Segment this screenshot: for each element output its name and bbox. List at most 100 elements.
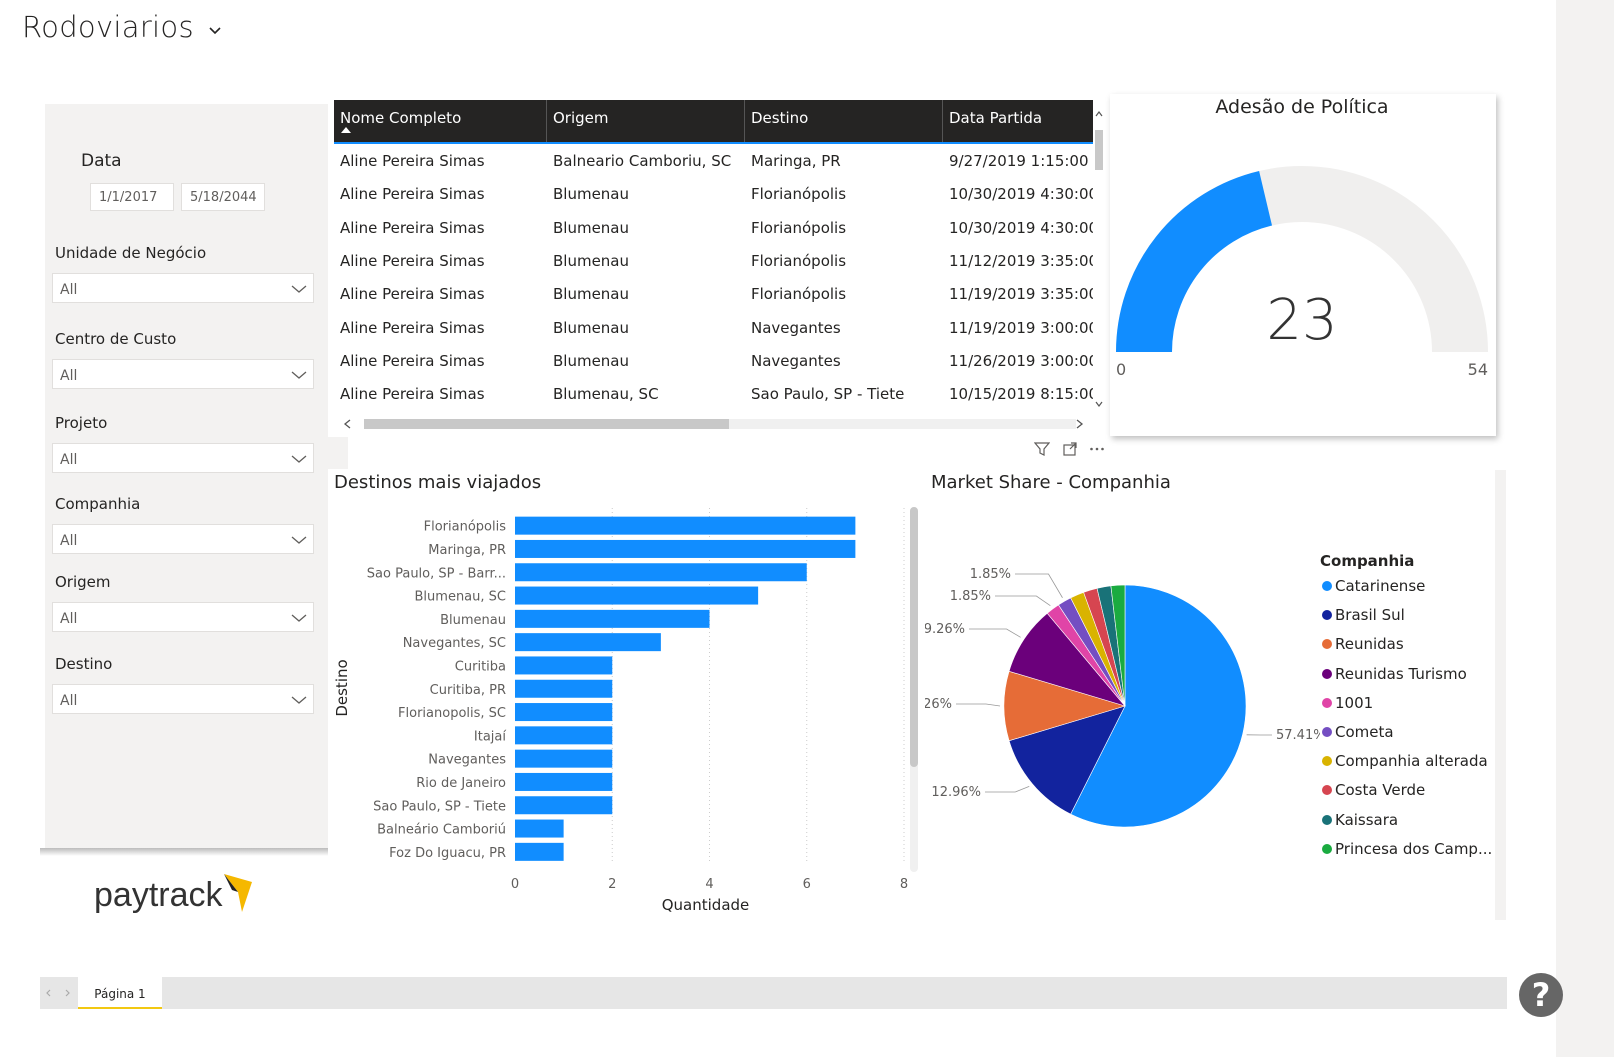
- filter-panel: [45, 104, 328, 848]
- company-dropdown[interactable]: All: [52, 524, 314, 554]
- leader-line: [985, 785, 1030, 793]
- legend-label: Kaissara: [1335, 810, 1399, 829]
- date-slicer-label: Data: [81, 151, 122, 171]
- column-header[interactable]: Nome Completo: [334, 100, 547, 143]
- project-slicer-label: Projeto: [55, 414, 108, 432]
- x-tick-label: 0: [511, 877, 519, 892]
- legend-item[interactable]: Reunidas: [1322, 635, 1404, 653]
- table-cell: 10/30/2019 4:30:00 AM: [949, 185, 1093, 204]
- gauge-card[interactable]: Adesão de Política 23 0 54: [1110, 94, 1496, 436]
- category-label: Navegantes: [428, 753, 506, 768]
- destination-dropdown[interactable]: All: [52, 684, 314, 714]
- scroll-left-icon[interactable]: [340, 418, 356, 430]
- report-title[interactable]: Rodoviarios: [22, 10, 194, 44]
- bar[interactable]: [515, 819, 564, 838]
- bar[interactable]: [515, 539, 856, 558]
- category-label: Florianopolis, SC: [398, 706, 506, 721]
- legend-marker: [1322, 814, 1332, 825]
- pie-chart[interactable]: 57.41% 12.96% 9.26% 9.26% 1.85% 1.85%: [925, 500, 1320, 910]
- page-scrollbar[interactable]: [1556, 0, 1614, 1057]
- table-vertical-scrollbar[interactable]: [1093, 100, 1105, 412]
- bar[interactable]: [515, 679, 613, 698]
- x-tick-label: 6: [803, 877, 811, 892]
- legend-marker: [1322, 843, 1332, 854]
- pie-slice[interactable]: [1008, 705, 1126, 815]
- legend-item[interactable]: Catarinense: [1322, 577, 1425, 595]
- category-label: Itajaí: [474, 729, 506, 744]
- bar-chart[interactable]: 0 2 4 6 8 Florianópolis Maringa, PR Sao Paulo, …: [330, 500, 910, 920]
- help-button[interactable]: ?: [1519, 973, 1563, 1017]
- dropdown-value: All: [60, 368, 78, 384]
- header-underline: [334, 142, 1093, 144]
- table-row[interactable]: Aline Pereira Simas Blumenau Navegantes 11/…: [334, 344, 1093, 377]
- date-end-input[interactable]: 5/18/2044: [181, 183, 265, 211]
- focus-mode-icon[interactable]: [1062, 441, 1078, 457]
- table-cell: Blumenau: [553, 251, 630, 270]
- legend-item[interactable]: Cometa: [1322, 723, 1394, 741]
- table-horizontal-scroll-thumb[interactable]: [364, 419, 729, 429]
- bar[interactable]: [515, 633, 661, 652]
- bar[interactable]: [515, 703, 613, 722]
- bar[interactable]: [515, 586, 759, 605]
- table-row[interactable]: Aline Pereira Simas Blumenau Navegantes 11/…: [334, 311, 1093, 344]
- table-cell: Aline Pereira Simas: [340, 152, 485, 170]
- table-row[interactable]: Aline Pereira Simas Balneario Camboriu, S…: [334, 144, 1093, 177]
- bar[interactable]: [515, 842, 564, 861]
- bar[interactable]: [515, 609, 710, 628]
- legend-item[interactable]: 1001: [1322, 694, 1373, 712]
- paytrack-logo: paytrack: [94, 874, 252, 914]
- category-label: Sao Paulo, SP - Barr...: [367, 566, 506, 581]
- legend-item[interactable]: Costa Verde: [1322, 781, 1425, 799]
- pie-slice[interactable]: [1070, 584, 1247, 828]
- bar-chart-scroll-thumb[interactable]: [910, 507, 918, 767]
- business-unit-dropdown[interactable]: All: [52, 273, 314, 303]
- legend-marker: [1322, 668, 1332, 679]
- filter-icon[interactable]: [1034, 441, 1050, 457]
- tab-page-1[interactable]: Página 1: [78, 977, 162, 1009]
- category-label: Navegantes, SC: [403, 636, 506, 651]
- sort-ascending-icon[interactable]: [340, 126, 352, 134]
- legend-item[interactable]: Brasil Sul: [1322, 606, 1405, 624]
- table-cell: Blumenau: [553, 285, 630, 304]
- bar[interactable]: [515, 796, 613, 815]
- data-label: 12.96%: [931, 785, 981, 800]
- table-row[interactable]: Aline Pereira Simas Blumenau, SC Sao Paulo…: [334, 377, 1093, 410]
- bar[interactable]: [515, 726, 613, 745]
- bar[interactable]: [515, 516, 856, 535]
- tab-prev-icon[interactable]: [44, 988, 54, 998]
- table-row[interactable]: Aline Pereira Simas Blumenau Florianópolis…: [334, 244, 1093, 277]
- bar[interactable]: [515, 563, 807, 582]
- tab-next-icon[interactable]: [62, 988, 72, 998]
- category-label: Blumenau, SC: [415, 590, 506, 605]
- legend-item[interactable]: Princesa dos Camp...: [1322, 840, 1492, 858]
- table-row[interactable]: Aline Pereira Simas Blumenau Florianópolis…: [334, 177, 1093, 210]
- column-header[interactable]: Data Partida: [949, 109, 1043, 127]
- table-cell: 11/26/2019 3:00:00 PM: [949, 351, 1093, 370]
- table-row[interactable]: Aline Pereira Simas Blumenau Florianópolis…: [334, 277, 1093, 310]
- cost-center-dropdown[interactable]: All: [52, 359, 314, 389]
- chevron-down-icon: [291, 696, 307, 704]
- gauge-chart[interactable]: 23 0 54: [1110, 94, 1496, 436]
- origin-dropdown[interactable]: All: [52, 602, 314, 632]
- table-row[interactable]: Aline Pereira Simas Blumenau Florianópolis…: [334, 211, 1093, 244]
- legend-item[interactable]: Reunidas Turismo: [1322, 665, 1467, 683]
- date-start-input[interactable]: 1/1/2017: [90, 183, 174, 211]
- bar[interactable]: [515, 772, 613, 791]
- project-dropdown[interactable]: All: [52, 443, 314, 473]
- bar[interactable]: [515, 656, 613, 675]
- pie-slice[interactable]: [1110, 584, 1126, 707]
- more-options-icon[interactable]: [1089, 441, 1105, 457]
- table-cell: Aline Pereira Simas: [340, 185, 485, 204]
- scroll-right-icon[interactable]: [1072, 418, 1088, 430]
- legend-item[interactable]: Companhia alterada: [1322, 752, 1488, 770]
- column-header[interactable]: Destino: [745, 100, 943, 143]
- bar[interactable]: [515, 749, 613, 768]
- y-axis-title: Destino: [333, 659, 351, 716]
- table-body: Aline Pereira Simas Balneario Camboriu, S…: [334, 144, 1093, 412]
- panel-shadow: [40, 848, 328, 856]
- chevron-down-icon[interactable]: [208, 26, 222, 36]
- column-header[interactable]: Origem: [547, 100, 745, 143]
- legend-item[interactable]: Kaissara: [1322, 811, 1398, 829]
- table-cell: Blumenau, SC: [553, 385, 659, 404]
- table-cell: 11/12/2019 3:35:00 AM: [949, 251, 1093, 270]
